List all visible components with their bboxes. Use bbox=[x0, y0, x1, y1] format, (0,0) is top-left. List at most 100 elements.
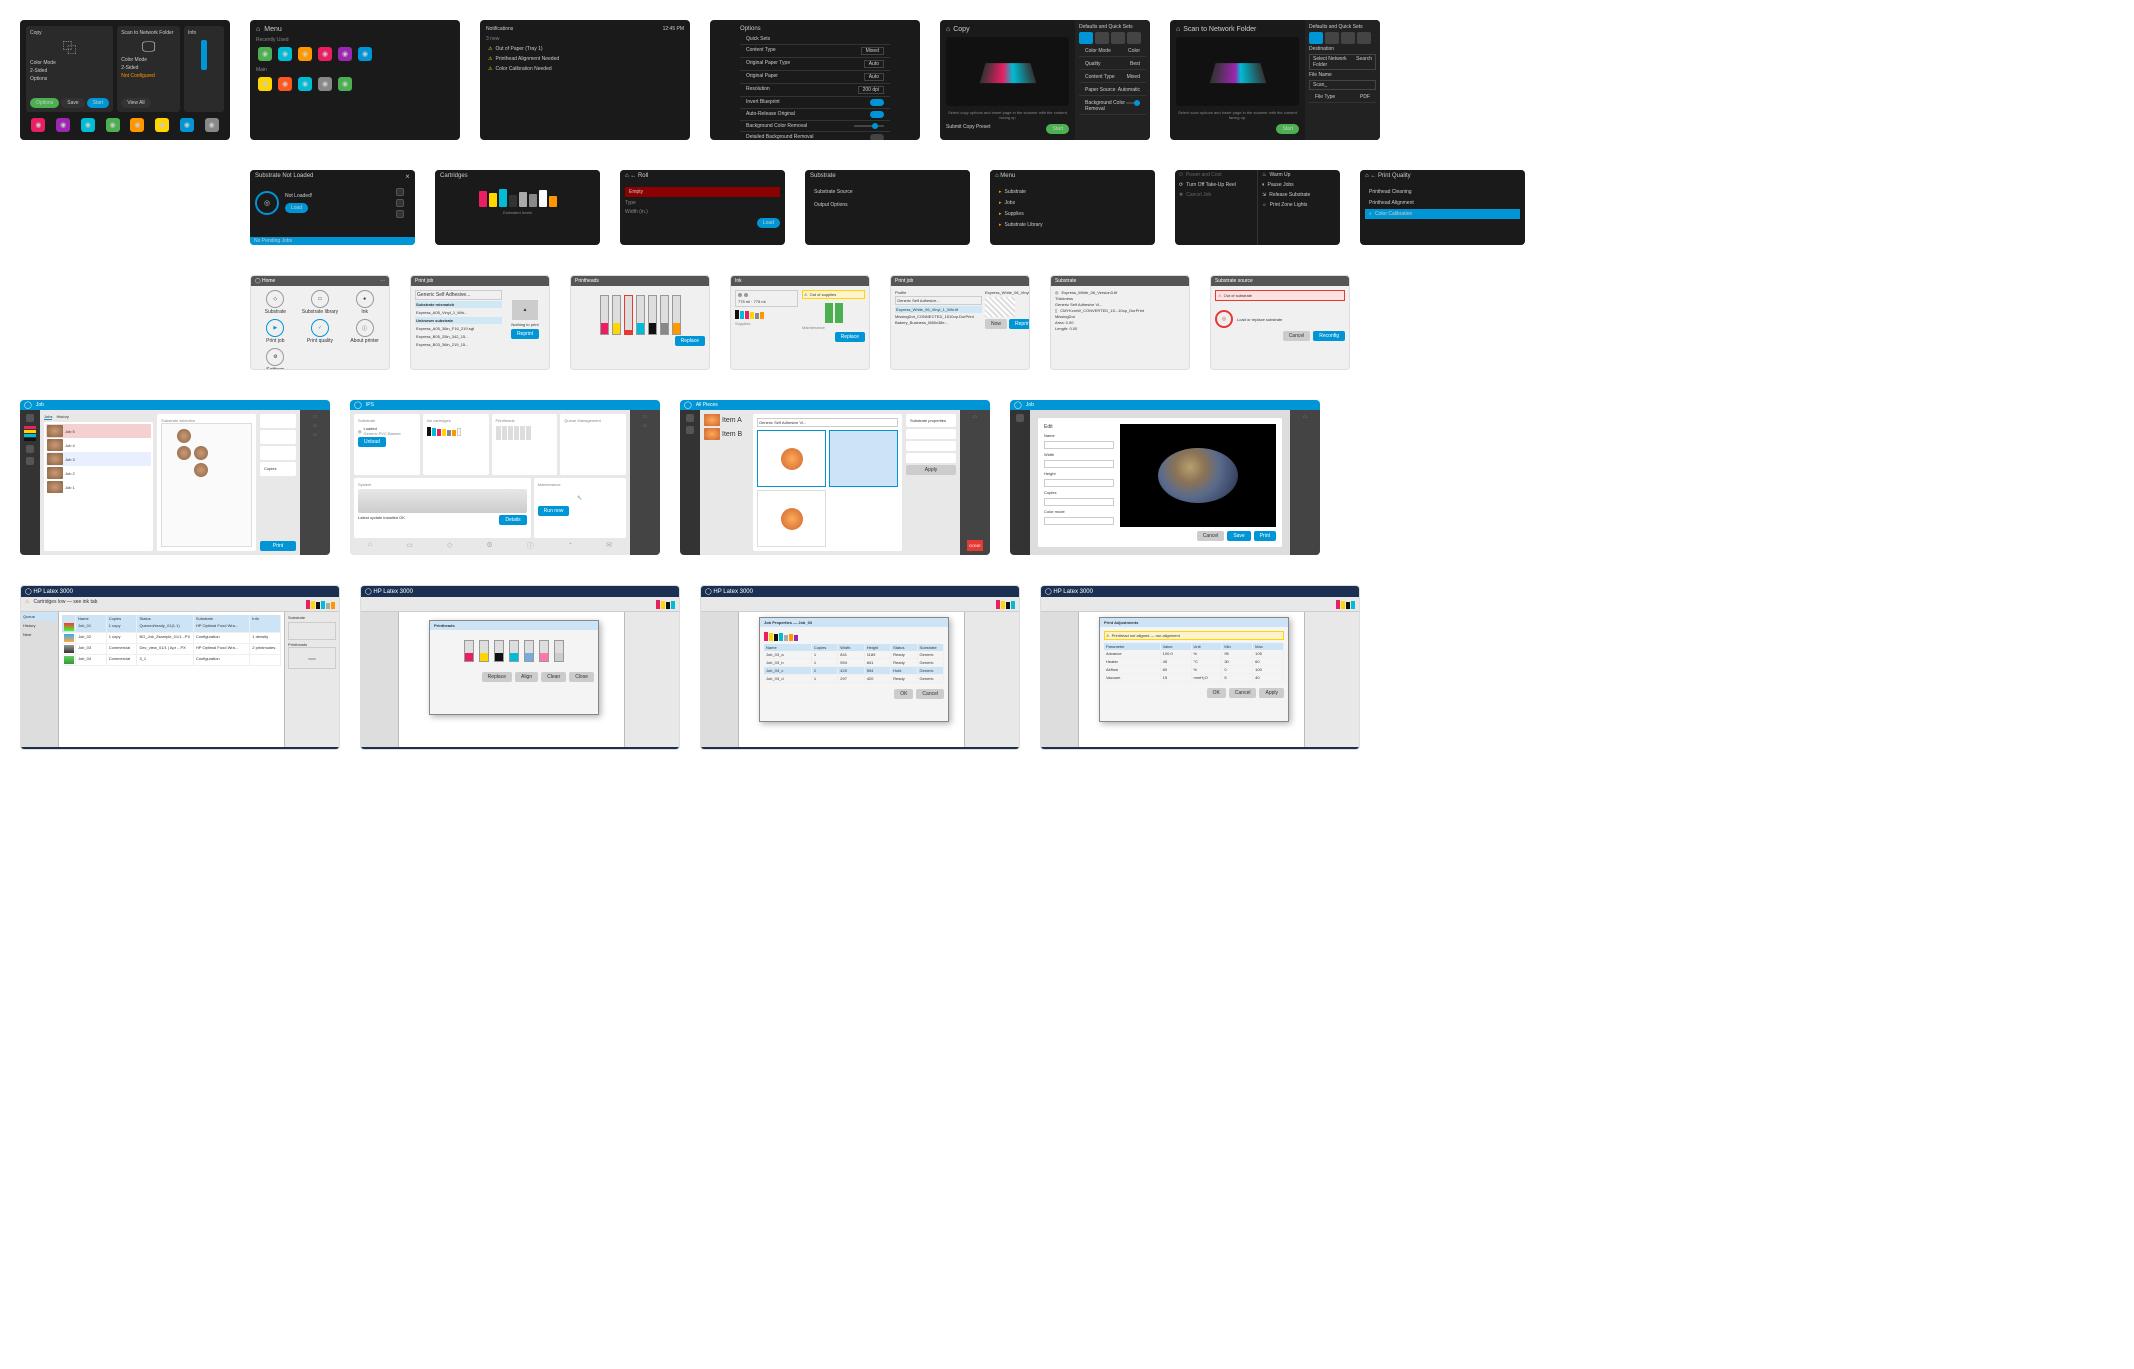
rail-icon[interactable] bbox=[1016, 414, 1024, 422]
rail-item[interactable]: □ bbox=[314, 432, 316, 437]
close-icon[interactable]: ⨯ bbox=[405, 173, 410, 180]
rail-item[interactable]: □ bbox=[644, 414, 646, 419]
job-row[interactable]: Job 2 bbox=[46, 466, 151, 480]
action-item[interactable]: ⏸ Pause Jobs bbox=[1258, 180, 1340, 190]
replace-button[interactable]: Replace bbox=[835, 332, 865, 342]
options-button[interactable]: Options bbox=[30, 98, 59, 108]
menu-icon[interactable]: ⋯ bbox=[380, 278, 385, 284]
menu-settings-icon[interactable]: ◉ bbox=[338, 77, 352, 91]
action-item[interactable]: ♨ Warm Up bbox=[1258, 170, 1340, 180]
preset-tab[interactable] bbox=[1357, 32, 1371, 44]
replace-button[interactable]: Replace bbox=[675, 336, 705, 346]
home-icon[interactable]: ⌂ bbox=[946, 26, 950, 33]
action-item[interactable]: ⟳ Turn Off Take-Up Reel bbox=[1175, 180, 1257, 190]
table-row[interactable]: Job_03CommercialDec_view_01/1 | Apr ...P… bbox=[62, 644, 281, 655]
save-button[interactable]: Save bbox=[61, 98, 84, 108]
list-item-selected[interactable]: Express_White_06_Vinyl_1_Whi.tif bbox=[895, 306, 982, 313]
menu-item[interactable]: ▸Supplies bbox=[995, 209, 1150, 219]
list-item[interactable]: Bakery_Business_M65x38e... bbox=[895, 320, 982, 325]
rail-item[interactable]: □ bbox=[314, 423, 316, 428]
substrate-widget[interactable] bbox=[288, 622, 336, 640]
load-button[interactable]: Load bbox=[757, 218, 780, 228]
action-item[interactable]: ☼ Print Zone Lights bbox=[1258, 200, 1340, 210]
height-input[interactable] bbox=[1044, 479, 1114, 487]
unload-button[interactable]: Unload bbox=[358, 437, 386, 447]
menu-item[interactable]: ▸Substrate Library bbox=[995, 220, 1150, 230]
name-input[interactable] bbox=[1044, 441, 1114, 449]
prop-card[interactable] bbox=[260, 414, 296, 428]
width-input[interactable] bbox=[1044, 460, 1114, 468]
menu-trays-icon[interactable]: ◉ bbox=[278, 77, 292, 91]
list-item[interactable]: Express_A05_Vinyl_1_Whi... bbox=[415, 309, 502, 316]
piece-slot[interactable] bbox=[829, 430, 898, 487]
job-row[interactable]: Job 5 bbox=[46, 424, 151, 438]
option-row[interactable]: Background Color Removal bbox=[740, 121, 890, 132]
preset-tab[interactable] bbox=[1309, 32, 1323, 44]
list-item[interactable]: Express_B03_36in_219_15... bbox=[415, 341, 502, 348]
home-tile[interactable]: ⓘAbout printer bbox=[344, 319, 385, 344]
table-row[interactable]: Airflow60%0100 bbox=[1104, 666, 1284, 674]
table-row[interactable]: Job_021 copyBG_Job_Zsample_01/1...PXConf… bbox=[62, 633, 281, 644]
menu-item[interactable]: ▸Substrate bbox=[995, 187, 1150, 197]
runnow-button[interactable]: Run now bbox=[538, 506, 570, 516]
launcher-settings-icon[interactable]: ◉ bbox=[180, 118, 194, 132]
replace-button[interactable]: Replace bbox=[482, 672, 512, 682]
menu-jobs-icon[interactable]: ◉ bbox=[338, 47, 352, 61]
menu-item[interactable]: Output Options bbox=[810, 200, 965, 210]
substrate-dropdown[interactable]: Generic Self Adhesive Vi... bbox=[757, 418, 898, 427]
start-button[interactable]: Start bbox=[87, 98, 110, 108]
launcher-fax-icon[interactable]: ◉ bbox=[106, 118, 120, 132]
menu-item[interactable]: Printhead Cleaning bbox=[1365, 187, 1520, 197]
rail-icon[interactable] bbox=[26, 445, 34, 453]
copies-input[interactable] bbox=[1044, 498, 1114, 506]
preset-tab[interactable] bbox=[1095, 32, 1109, 44]
menu-item[interactable]: ▸Jobs bbox=[995, 198, 1150, 208]
table-row[interactable]: Job_03_b1594841ReadyGeneric bbox=[764, 659, 944, 667]
home-icon[interactable]: ⌂ bbox=[256, 26, 260, 33]
table-row[interactable]: Advance100.0%95105 bbox=[1104, 650, 1284, 658]
piece-row[interactable]: Item B bbox=[704, 428, 749, 440]
action-item[interactable]: ⇲ Release Substrate bbox=[1258, 190, 1340, 200]
option-row[interactable]: Invert Blueprint bbox=[740, 97, 890, 109]
side-icon[interactable] bbox=[396, 210, 404, 218]
prop-card[interactable] bbox=[260, 430, 296, 444]
ok-button[interactable]: OK bbox=[894, 689, 913, 699]
launcher-usb-icon[interactable]: ◉ bbox=[155, 118, 169, 132]
rail-icon[interactable] bbox=[686, 426, 694, 434]
option-row[interactable]: Original Paper TypeAuto bbox=[740, 58, 890, 71]
job-row[interactable]: Job 4 bbox=[46, 438, 151, 452]
save-button[interactable]: Save bbox=[1227, 531, 1250, 541]
rail-item[interactable]: □ bbox=[974, 414, 976, 419]
home-icon[interactable]: ⌂ bbox=[1176, 26, 1180, 33]
menu-item[interactable]: Printhead Alignment bbox=[1365, 198, 1520, 208]
rail-icon[interactable] bbox=[26, 457, 34, 465]
done-button[interactable]: DONE bbox=[967, 540, 983, 551]
tab-history[interactable]: History bbox=[56, 414, 68, 420]
table-row[interactable]: Job_03_d1297420ReadyGeneric bbox=[764, 675, 944, 683]
reconfig-button[interactable]: Reconfig bbox=[1313, 331, 1345, 341]
menu-item[interactable]: Substrate Source bbox=[810, 187, 965, 197]
apply-button[interactable]: Apply bbox=[1259, 688, 1284, 698]
job-row[interactable]: Job 1 bbox=[46, 480, 151, 494]
option-row[interactable]: Quick Sets bbox=[740, 34, 890, 45]
dest-selector[interactable]: Select Network FolderSearch bbox=[1309, 54, 1376, 70]
menu-item-selected[interactable]: ◐ Color Calibration bbox=[1365, 209, 1520, 219]
load-button[interactable]: Load bbox=[285, 203, 308, 213]
prop-field[interactable] bbox=[906, 441, 956, 451]
footer-icon[interactable]: ⚙ bbox=[486, 541, 492, 551]
tab-queue[interactable]: Queue bbox=[21, 612, 58, 621]
tab-history[interactable]: History bbox=[21, 621, 58, 630]
search-input[interactable]: Generic Self Adhesive... bbox=[415, 290, 502, 300]
option-row[interactable]: Auto-Release Original bbox=[740, 109, 890, 121]
table-row[interactable]: Job_04Commercial3_1Configuration bbox=[62, 655, 281, 666]
notif-item[interactable]: ⚠Color Calibration Needed bbox=[484, 64, 686, 74]
table-row[interactable]: Job_03_a18411189ReadyGeneric bbox=[764, 651, 944, 659]
table-row[interactable]: Vacuum15mmH₂O540 bbox=[1104, 674, 1284, 682]
reprint-button[interactable]: Reprint bbox=[1009, 319, 1030, 329]
menu-fax-icon[interactable]: ◉ bbox=[318, 47, 332, 61]
launcher-contacts-icon[interactable]: ◉ bbox=[205, 118, 219, 132]
preset-tab[interactable] bbox=[1111, 32, 1125, 44]
tab-jobs[interactable]: Jobs bbox=[44, 414, 52, 420]
reprint-button[interactable]: Reprint bbox=[511, 329, 539, 339]
launcher-copy-icon[interactable]: ◉ bbox=[31, 118, 45, 132]
